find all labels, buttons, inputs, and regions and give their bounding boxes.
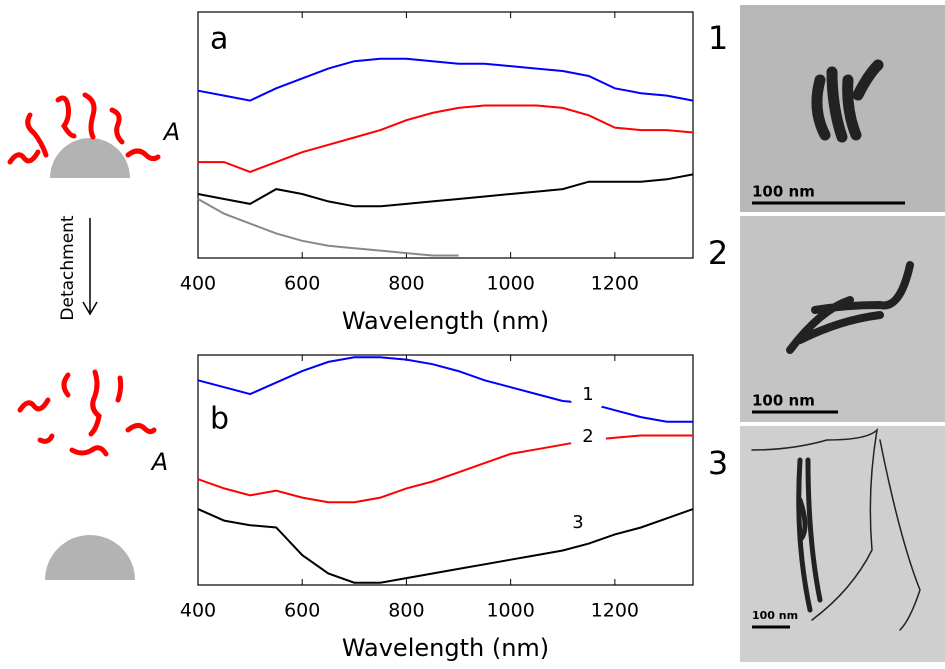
- image-label: 1: [708, 19, 728, 57]
- x-tick-label: 800: [388, 600, 424, 622]
- plot-frame: [197, 11, 694, 259]
- annotation-bg: [570, 419, 606, 455]
- particle: [50, 138, 130, 178]
- panel-label: b: [210, 402, 229, 437]
- y-axis-label: A: [162, 118, 180, 146]
- line-series: [197, 57, 694, 102]
- image-label: 2: [708, 234, 728, 272]
- x-tick-label: 1000: [486, 273, 534, 295]
- x-tick-label: 800: [388, 273, 424, 295]
- diagram: Detachment: [7, 92, 161, 580]
- x-axis-label: Wavelength (nm): [342, 634, 549, 662]
- x-tick-label: 1200: [591, 273, 639, 295]
- x-axis-label: Wavelength (nm): [342, 307, 549, 335]
- curve-label: 3: [572, 512, 583, 533]
- annotation-bg: [560, 505, 596, 541]
- curve-label: 2: [582, 426, 593, 447]
- arrow-head: [82, 301, 98, 316]
- nanostructures: [751, 59, 921, 631]
- annotation-bg: [570, 377, 606, 413]
- curve-label: 1: [582, 384, 593, 405]
- scale-bar-label: 100 nm: [752, 183, 815, 201]
- panel-label: a: [210, 22, 228, 57]
- line-series: [197, 198, 459, 257]
- x-tick-label: 1000: [486, 600, 534, 622]
- x-tick-label: 400: [180, 273, 216, 295]
- y-axis-label: A: [150, 448, 168, 476]
- scale-bar-label: 100 nm: [752, 609, 798, 622]
- micrograph: [740, 5, 945, 212]
- x-tick-label: 400: [180, 600, 216, 622]
- line-series: [197, 508, 694, 584]
- diagram-label: Detachment: [58, 215, 78, 321]
- plot-frame: [197, 354, 694, 586]
- micrographs: [740, 5, 945, 662]
- line-series: [197, 356, 693, 423]
- x-tick-label: 1200: [591, 600, 639, 622]
- line-series: [197, 173, 694, 208]
- particle: [45, 535, 135, 580]
- ligands: [7, 92, 161, 457]
- x-tick-label: 600: [284, 273, 320, 295]
- line-series: [197, 434, 693, 504]
- scale-bar-label: 100 nm: [752, 392, 815, 410]
- image-label: 3: [708, 444, 728, 482]
- line-series: [198, 104, 694, 173]
- micrograph: [740, 426, 945, 662]
- x-tick-label: 600: [284, 600, 320, 622]
